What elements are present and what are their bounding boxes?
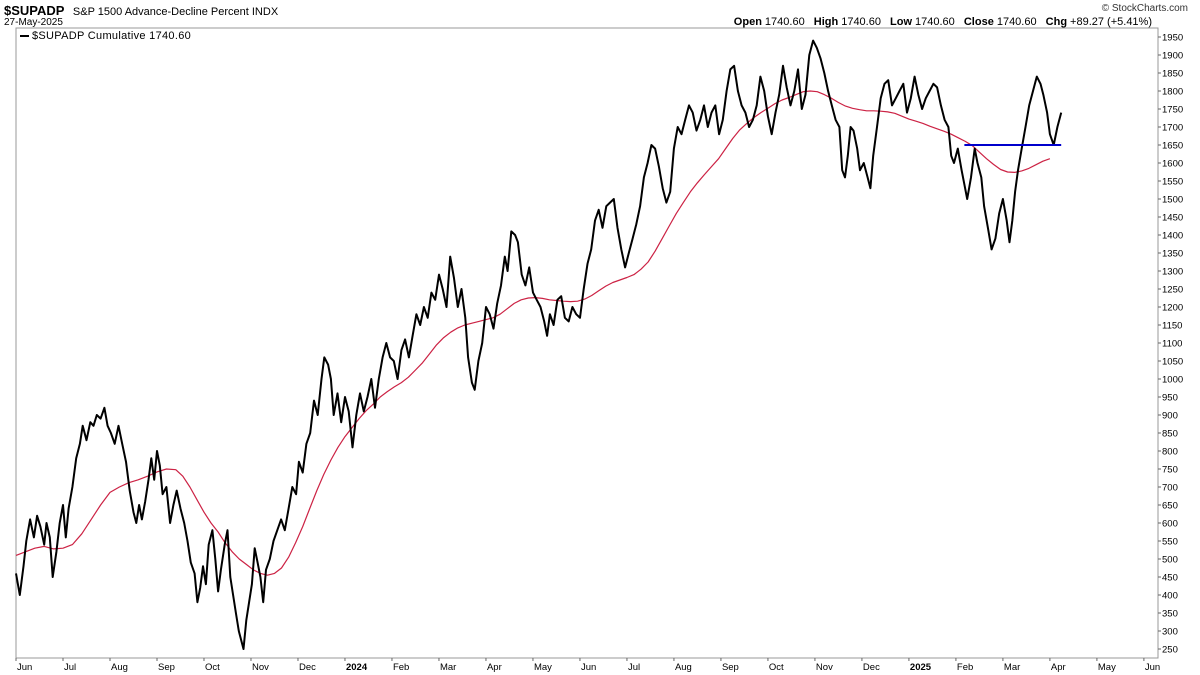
y-tick-label: 1350 (1162, 249, 1183, 260)
y-tick-label: 650 (1162, 501, 1178, 512)
cumulative-line (15, 39, 1063, 650)
y-tick-label: 1650 (1162, 141, 1183, 152)
x-tick-label: Apr (1051, 662, 1066, 673)
y-tick-label: 1850 (1162, 69, 1183, 80)
y-axis: 250 300 350 400 450 500 550 600 650 700 750 800 850 9… (1158, 33, 1183, 656)
y-tick-label: 800 (1162, 447, 1178, 458)
chart-header: $SUPADP S&P 1500 Advance-Decline Percent… (4, 2, 278, 20)
x-tick-label: May (1098, 662, 1116, 673)
x-tick-label: 2024 (346, 662, 368, 673)
close-value: 1740.60 (996, 16, 1037, 28)
y-tick-label: 400 (1162, 591, 1178, 602)
legend-swatch (20, 35, 29, 38)
x-tick-label: Sep (158, 662, 175, 673)
x-tick-label: Nov (252, 662, 269, 673)
chart-date: 27-May-2025 (4, 17, 63, 28)
x-tick-label: Aug (675, 662, 692, 673)
y-tick-label: 1300 (1162, 267, 1183, 278)
y-tick-label: 1150 (1162, 321, 1182, 332)
y-tick-label: 850 (1162, 429, 1178, 440)
series-layer (15, 39, 1063, 650)
x-tick-label: May (534, 662, 552, 673)
y-tick-label: 1000 (1162, 375, 1183, 386)
chg-label: Chg (1045, 16, 1068, 28)
ticker-symbol: $SUPADP (4, 3, 65, 18)
moving-average-line (15, 90, 1051, 576)
y-tick-label: 1700 (1162, 123, 1183, 134)
x-tick-label: Apr (487, 662, 502, 673)
y-tick-label: 1600 (1162, 159, 1183, 170)
x-tick-label: Jun (1145, 662, 1160, 673)
low-label: Low (890, 16, 913, 28)
x-tick-label: Jun (581, 662, 596, 673)
index-description: S&P 1500 Advance-Decline Percent INDX (72, 6, 279, 18)
chart-legend: $SUPADP Cumulative 1740.60 (20, 30, 191, 42)
y-tick-label: 700 (1162, 483, 1178, 494)
y-tick-label: 450 (1162, 573, 1178, 584)
y-tick-label: 1400 (1162, 231, 1183, 242)
x-tick-label: Dec (299, 662, 316, 673)
y-tick-label: 500 (1162, 555, 1178, 566)
x-tick-label: Mar (1004, 662, 1020, 673)
x-tick-label: Aug (111, 662, 128, 673)
high-value: 1740.60 (841, 16, 881, 28)
ohlc-readout: Open 1740.60 High 1740.60 Low 1740.60 Close… (734, 16, 1158, 28)
low-value: 1740.60 (915, 16, 955, 28)
y-tick-label: 600 (1162, 519, 1178, 530)
legend-label: $SUPADP Cumulative 1740.60 (32, 30, 192, 42)
x-tick-label: Jun (17, 662, 32, 673)
y-tick-label: 1200 (1162, 303, 1183, 314)
y-tick-label: 250 (1162, 645, 1178, 656)
y-tick-label: 1050 (1162, 357, 1183, 368)
x-tick-label: Oct (205, 662, 220, 673)
y-tick-label: 1950 (1162, 33, 1183, 44)
y-tick-label: 300 (1162, 627, 1178, 638)
y-tick-label: 950 (1162, 393, 1178, 404)
y-tick-label: 1800 (1162, 87, 1183, 98)
x-tick-label: Dec (863, 662, 880, 673)
open-label: Open (733, 16, 762, 28)
x-tick-label: Mar (440, 662, 456, 673)
close-label: Close (963, 16, 994, 28)
y-tick-label: 1450 (1162, 213, 1183, 224)
y-tick-label: 1900 (1162, 51, 1183, 62)
x-tick-label: Jul (64, 662, 76, 673)
y-tick-label: 1550 (1162, 177, 1183, 188)
chg-value: +89.27 (+5.41%) (1070, 16, 1152, 28)
x-axis: Jun Jul Aug Sep Oct Nov Dec 2024 Feb Mar Apr May Jun… (15, 658, 1160, 673)
y-tick-label: 1250 (1162, 285, 1183, 296)
x-tick-label: Nov (816, 662, 833, 673)
y-tick-label: 1500 (1162, 195, 1183, 206)
x-tick-label: Feb (393, 662, 409, 673)
x-tick-label: Jul (628, 662, 640, 673)
y-tick-label: 1100 (1162, 339, 1182, 350)
y-tick-label: 1750 (1162, 105, 1183, 116)
y-tick-label: 750 (1162, 465, 1178, 476)
open-value: 1740.60 (764, 16, 805, 28)
x-tick-label: Oct (769, 662, 784, 673)
x-tick-label: 2025 (910, 662, 932, 673)
y-tick-label: 900 (1162, 411, 1178, 422)
high-label: High (813, 16, 839, 28)
plot-frame (15, 27, 1159, 659)
x-tick-label: Feb (957, 662, 973, 673)
y-tick-label: 550 (1162, 537, 1178, 548)
y-tick-label: 350 (1162, 609, 1178, 620)
x-tick-label: Sep (722, 662, 739, 673)
brand-watermark: © StockCharts.com (1101, 3, 1188, 14)
